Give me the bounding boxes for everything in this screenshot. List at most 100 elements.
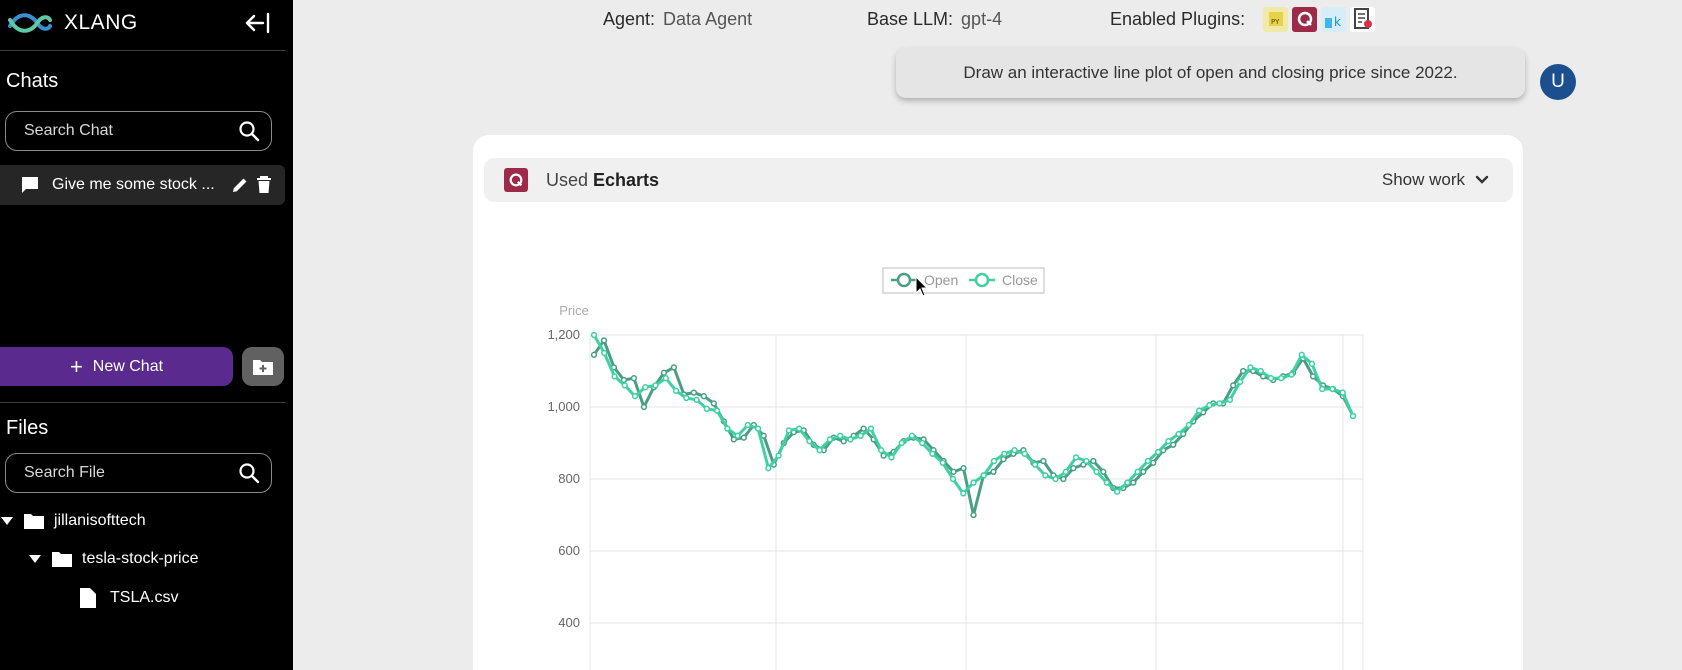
- data-point[interactable]: [1083, 457, 1090, 465]
- data-point[interactable]: [1062, 468, 1069, 475]
- data-point[interactable]: [611, 373, 618, 380]
- data-point[interactable]: [1247, 364, 1254, 371]
- data-point[interactable]: [1329, 385, 1336, 393]
- data-point[interactable]: [1237, 378, 1244, 385]
- data-point[interactable]: [710, 400, 717, 407]
- data-point[interactable]: [857, 432, 864, 439]
- data-point[interactable]: [908, 432, 916, 439]
- data-point[interactable]: [949, 475, 957, 483]
- data-point[interactable]: [590, 351, 598, 358]
- data-point[interactable]: [1165, 438, 1172, 445]
- search-chat-input[interactable]: [24, 122, 237, 140]
- data-point[interactable]: [785, 427, 793, 434]
- data-point[interactable]: [840, 438, 847, 445]
- data-profiling-plugin-icon[interactable]: [1350, 6, 1376, 32]
- data-point[interactable]: [1113, 488, 1121, 495]
- data-point[interactable]: [1185, 421, 1193, 429]
- data-point[interactable]: [590, 331, 598, 339]
- data-point[interactable]: [775, 452, 782, 459]
- new-chat-button[interactable]: + New Chat: [0, 347, 233, 386]
- data-point[interactable]: [1226, 396, 1234, 403]
- data-point[interactable]: [898, 439, 905, 447]
- data-point[interactable]: [980, 472, 987, 479]
- data-point[interactable]: [1339, 389, 1346, 396]
- data-point[interactable]: [744, 421, 752, 429]
- data-point[interactable]: [765, 465, 772, 472]
- data-point[interactable]: [1230, 382, 1237, 389]
- data-point[interactable]: [1124, 479, 1131, 486]
- tree-file-tsla-csv[interactable]: TSLA.csv: [80, 588, 178, 608]
- data-point[interactable]: [713, 407, 721, 414]
- legend-label[interactable]: Open: [924, 272, 958, 288]
- kaggle-plugin-icon[interactable]: k: [1321, 6, 1347, 32]
- data-point[interactable]: [693, 396, 700, 403]
- data-point[interactable]: [990, 457, 998, 465]
- data-point[interactable]: [1021, 450, 1028, 457]
- new-folder-button[interactable]: [242, 347, 284, 386]
- collapse-sidebar-button[interactable]: [244, 10, 272, 36]
- data-point[interactable]: [1070, 465, 1077, 472]
- data-point[interactable]: [1052, 475, 1059, 483]
- data-point[interactable]: [1288, 371, 1295, 378]
- data-point[interactable]: [672, 387, 680, 394]
- data-point[interactable]: [1103, 479, 1110, 486]
- data-point[interactable]: [1060, 475, 1067, 483]
- data-point[interactable]: [1216, 400, 1223, 407]
- data-point[interactable]: [1130, 479, 1137, 486]
- data-point[interactable]: [1154, 448, 1162, 456]
- data-point[interactable]: [630, 375, 638, 382]
- data-point[interactable]: [670, 364, 678, 371]
- data-point[interactable]: [652, 382, 659, 389]
- delete-chat-button[interactable]: [252, 173, 276, 197]
- data-point[interactable]: [724, 425, 731, 432]
- data-point[interactable]: [1093, 468, 1100, 475]
- data-point[interactable]: [734, 432, 741, 439]
- show-work-button[interactable]: Show work: [1382, 158, 1489, 202]
- data-point[interactable]: [1140, 468, 1147, 475]
- search-icon[interactable]: [237, 119, 261, 143]
- data-point[interactable]: [860, 425, 867, 432]
- data-point[interactable]: [1134, 468, 1141, 475]
- data-point[interactable]: [1011, 447, 1018, 454]
- data-point[interactable]: [878, 447, 885, 454]
- data-point[interactable]: [690, 389, 698, 396]
- data-point[interactable]: [990, 468, 997, 475]
- data-point[interactable]: [1072, 454, 1080, 461]
- data-point[interactable]: [601, 349, 608, 357]
- data-point[interactable]: [970, 479, 977, 486]
- data-point[interactable]: [1042, 472, 1049, 479]
- data-point[interactable]: [1195, 407, 1203, 414]
- echarts-plugin-icon[interactable]: [1292, 6, 1318, 32]
- data-point[interactable]: [640, 403, 648, 411]
- data-point[interactable]: [867, 425, 875, 432]
- data-point[interactable]: [660, 369, 668, 376]
- data-point[interactable]: [600, 337, 608, 344]
- data-point[interactable]: [1001, 450, 1008, 457]
- data-point[interactable]: [1090, 457, 1097, 465]
- data-point[interactable]: [1206, 402, 1213, 409]
- data-point[interactable]: [662, 375, 669, 382]
- data-point[interactable]: [795, 425, 803, 432]
- data-point[interactable]: [1170, 441, 1177, 448]
- data-point[interactable]: [754, 425, 762, 432]
- legend-marker[interactable]: [974, 272, 990, 288]
- data-point[interactable]: [950, 468, 957, 475]
- data-point[interactable]: [847, 436, 854, 443]
- data-point[interactable]: [837, 432, 844, 439]
- data-point[interactable]: [816, 447, 823, 454]
- legend-label[interactable]: Close: [1002, 272, 1038, 288]
- data-point[interactable]: [703, 405, 710, 412]
- data-point[interactable]: [740, 434, 747, 441]
- data-point[interactable]: [700, 393, 708, 400]
- data-point[interactable]: [631, 393, 639, 400]
- data-point[interactable]: [1267, 375, 1275, 382]
- data-point[interactable]: [960, 465, 967, 472]
- data-point[interactable]: [1298, 351, 1305, 358]
- avatar[interactable]: U: [1540, 64, 1576, 100]
- data-point[interactable]: [888, 454, 895, 461]
- data-point[interactable]: [1257, 367, 1264, 375]
- data-point[interactable]: [730, 436, 737, 443]
- data-point[interactable]: [1000, 456, 1007, 463]
- data-point[interactable]: [621, 382, 628, 389]
- data-point[interactable]: [1150, 459, 1157, 466]
